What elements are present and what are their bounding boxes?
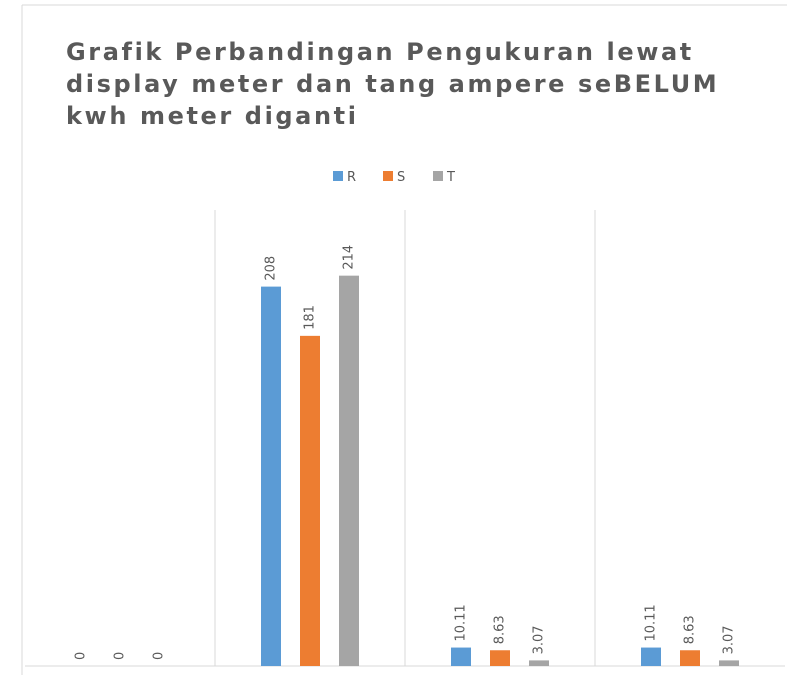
bar bbox=[490, 650, 510, 666]
data-label: 8.63 bbox=[493, 615, 508, 644]
bar bbox=[641, 647, 661, 666]
bar bbox=[719, 660, 739, 666]
legend-swatch bbox=[433, 171, 443, 181]
legend-label: R bbox=[347, 170, 356, 185]
data-label: 3.07 bbox=[532, 625, 547, 654]
bar bbox=[529, 660, 549, 666]
bar bbox=[339, 275, 359, 666]
chart-title: Grafik Perbandingan Pengukuran lewat dis… bbox=[66, 38, 720, 130]
bar bbox=[680, 650, 700, 666]
data-label: 214 bbox=[342, 245, 357, 270]
data-label: 0 bbox=[113, 652, 128, 660]
legend-swatch bbox=[383, 171, 393, 181]
data-label: 3.07 bbox=[722, 625, 737, 654]
data-label: 208 bbox=[264, 256, 279, 281]
legend-label: S bbox=[397, 170, 405, 185]
legend-label: T bbox=[446, 170, 455, 185]
legend-swatch bbox=[333, 171, 343, 181]
bar bbox=[300, 335, 320, 666]
data-label: 10.11 bbox=[454, 604, 469, 641]
data-label: 8.63 bbox=[683, 615, 698, 644]
data-label: 10.11 bbox=[644, 604, 659, 641]
data-label: 0 bbox=[74, 652, 89, 660]
data-label: 181 bbox=[303, 305, 318, 330]
data-label: 0 bbox=[152, 652, 167, 660]
bar bbox=[261, 286, 281, 666]
bar bbox=[451, 647, 471, 666]
